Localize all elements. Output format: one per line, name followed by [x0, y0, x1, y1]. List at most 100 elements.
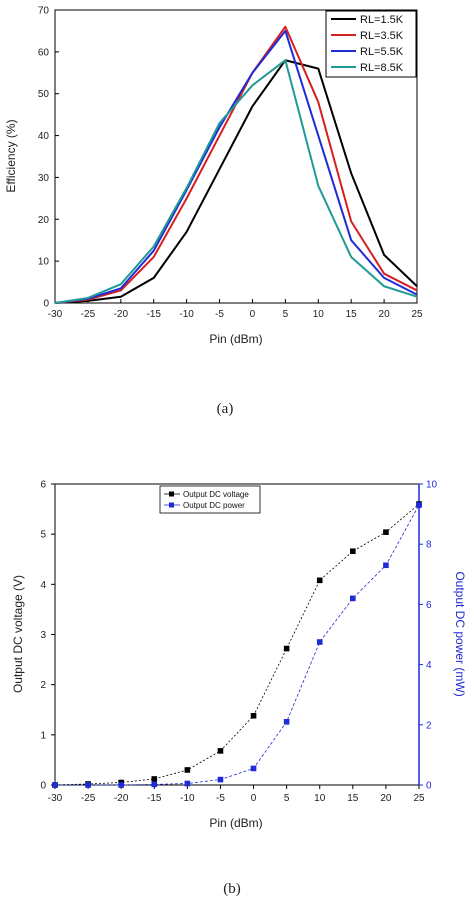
chart-b-x-tick-label: -10: [180, 793, 195, 804]
chart-a-plot-frame: [54, 9, 418, 304]
chart-a-legend-label: RL=5.5K: [360, 46, 404, 58]
chart-b-x-axis-title: Pin (dBm): [209, 816, 262, 830]
chart-a-series-line-3: [54, 29, 418, 304]
chart-b-series-2-marker: [118, 782, 124, 788]
chart-b-series-2-marker: [52, 782, 58, 788]
chart-b-x-tick-label: -5: [216, 793, 225, 804]
chart-a-series: [54, 25, 418, 304]
chart-a-y-tick-label: 50: [38, 89, 50, 100]
chart-b-series-2-marker: [184, 780, 191, 787]
chart-b-series-2-marker: [250, 765, 257, 772]
chart-b-series-2-marker: [283, 718, 290, 725]
chart-a-x-axis-title: Pin (dBm): [209, 332, 262, 346]
chart-b-series-1-marker: [283, 645, 290, 652]
chart-b-legend-swatch-marker: [169, 502, 174, 508]
chart-b-series-2-marker: [416, 502, 422, 508]
chart-b-series-1-marker: [316, 577, 323, 584]
chart-b-y-tick-label: 4: [40, 580, 46, 591]
chart-a-series-line-1: [54, 59, 418, 304]
chart-b-legend-swatch-marker: [169, 491, 174, 497]
chart-b-legend-label: Output DC power: [183, 501, 245, 510]
chart-a-x-tick-label: -25: [81, 309, 96, 320]
chart-b-x-tick-label: 0: [251, 793, 257, 804]
chart-b: -30 -25 -20 -15 -10 -5 0 5 10 15 20 25 0 1 2 3 4 5 6 0 2 4 6…: [11, 480, 467, 898]
chart-a-x-tick-label: 10: [313, 309, 325, 320]
chart-b-caption: (b): [223, 881, 241, 897]
chart-b-y-tick-label: 6: [40, 480, 46, 491]
chart-a-x-tick-label: -30: [48, 309, 63, 320]
chart-b-series-1-marker: [383, 529, 389, 535]
chart-b-x-tick-label: 15: [347, 793, 359, 804]
chart-b-series-1-marker: [250, 712, 257, 719]
chart-a-legend-label: RL=1.5K: [360, 14, 404, 26]
chart-a-x-axis: -30 -25 -20 -15 -10 -5 0 5 10 15 20 25: [48, 299, 423, 320]
chart-a-x-tick-label: 25: [411, 309, 423, 320]
chart-b-series-2-marker: [85, 782, 91, 788]
chart-b-series: [52, 501, 422, 788]
chart-a-x-tick-label: 20: [379, 309, 391, 320]
chart-b-y-right-tick-label: 10: [426, 480, 438, 491]
chart-a-y-tick-label: 60: [38, 47, 50, 58]
chart-b-y-tick-label: 1: [40, 730, 46, 741]
chart-b-plot-frame: [54, 483, 420, 786]
chart-b-y-tick-label: 2: [40, 680, 46, 691]
chart-b-x-axis: -30 -25 -20 -15 -10 -5 0 5 10 15 20 25: [48, 785, 425, 804]
chart-b-y-right-tick-label: 6: [426, 600, 432, 611]
chart-a: -30 -25 -20 -15 -10 -5 0 5 10 15 20 25 0 10 20 30 40 50 6…: [4, 6, 423, 418]
chart-a-x-tick-label: -20: [114, 309, 129, 320]
chart-b-y-right-tick-label: 8: [426, 540, 432, 551]
chart-b-legend: Output DC voltage Output DC power: [159, 485, 261, 514]
chart-a-x-tick-label: -10: [179, 309, 194, 320]
chart-b-y-tick-label: 3: [40, 630, 46, 641]
chart-b-x-tick-label: 25: [413, 793, 425, 804]
chart-b-y-axis-right: 0 2 4 6 8 10: [419, 480, 438, 792]
chart-b-x-tick-label: -20: [114, 793, 129, 804]
chart-b-y-tick-label: 0: [40, 781, 46, 792]
chart-b-y-right-tick-label: 0: [426, 781, 432, 792]
chart-b-series-2-marker: [383, 562, 389, 569]
chart-a-y-tick-label: 10: [38, 257, 50, 268]
chart-b-series-line-2: [55, 504, 420, 786]
chart-a-legend: RL=1.5K RL=3.5K RL=5.5K RL=8.5K: [325, 10, 417, 78]
chart-b-y-tick-label: 5: [40, 530, 46, 541]
chart-a-legend-label: RL=8.5K: [360, 62, 404, 74]
chart-b-x-tick-label: 5: [284, 793, 290, 804]
chart-b-x-tick-label: -25: [81, 793, 96, 804]
chart-a-y-tick-label: 40: [38, 131, 50, 142]
chart-b-x-tick-label: -15: [147, 793, 162, 804]
chart-a-y-tick-label: 20: [38, 215, 50, 226]
chart-a-series-line-4: [54, 59, 418, 304]
chart-b-series-line-1: [54, 503, 420, 786]
chart-b-series-2-marker: [350, 595, 356, 602]
chart-b-series-2-marker: [151, 781, 158, 788]
chart-a-y-tick-label: 30: [38, 173, 50, 184]
chart-b-series-1-marker: [184, 767, 191, 773]
chart-b-y-axis-left: 0 1 2 3 4 5 6: [40, 480, 55, 792]
chart-b-legend-label: Output DC voltage: [183, 490, 249, 499]
chart-a-x-tick-label: 15: [346, 309, 358, 320]
chart-a-y-axis: 0 10 20 30 40 50 60 70: [38, 6, 59, 310]
chart-a-y-tick-label: 0: [43, 299, 49, 310]
chart-b-y-right-tick-label: 4: [426, 660, 432, 671]
chart-b-x-tick-label: 20: [380, 793, 392, 804]
chart-b-series-1-marker: [151, 776, 158, 782]
chart-a-x-tick-label: -15: [147, 309, 162, 320]
chart-a-caption: (a): [217, 401, 234, 417]
chart-b-legend-box: [159, 485, 261, 514]
chart-a-y-axis-title: Efficiency (%): [4, 119, 18, 192]
chart-b-y-right-tick-label: 2: [426, 720, 432, 731]
chart-a-x-tick-label: -5: [215, 309, 224, 320]
chart-b-series-1-marker: [217, 748, 224, 754]
chart-b-y-axis-title-right: Output DC power (mW): [453, 571, 467, 696]
chart-b-x-tick-label: -30: [48, 793, 63, 804]
chart-a-x-tick-label: 0: [250, 309, 256, 320]
chart-b-series-1-marker: [350, 548, 356, 555]
chart-a-legend-label: RL=3.5K: [360, 30, 404, 42]
chart-b-y-axis-title-left: Output DC voltage (V): [11, 575, 25, 693]
chart-b-series-2-marker: [316, 639, 323, 645]
chart-b-x-tick-label: 10: [314, 793, 326, 804]
chart-a-y-tick-label: 70: [38, 6, 50, 17]
chart-a-x-tick-label: 5: [283, 309, 289, 320]
chart-b-series-2-marker: [217, 776, 224, 783]
